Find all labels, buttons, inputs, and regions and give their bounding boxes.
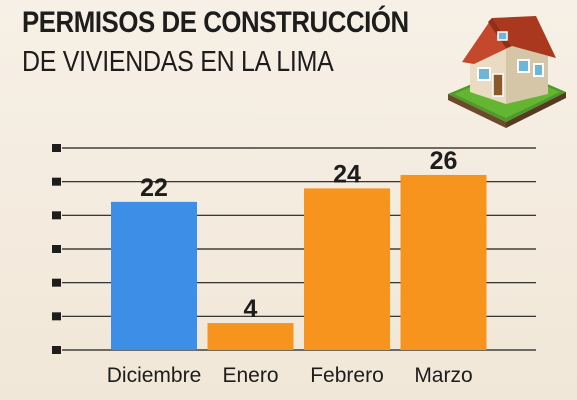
house-icon	[448, 16, 566, 128]
bar-marzo	[400, 174, 487, 350]
tick-marker	[52, 144, 61, 152]
category-label-diciembre: Diciembre	[107, 364, 202, 387]
tick-marker	[52, 312, 61, 321]
tick-marker	[52, 245, 61, 253]
data-label-enero: 4	[244, 295, 258, 323]
tick-marker	[52, 177, 61, 186]
category-label-marzo: Marzo	[414, 364, 472, 387]
bar-enero	[207, 323, 294, 350]
chart-title: PERMISOS DE CONSTRUCCIÓN	[22, 6, 409, 39]
bar-diciembre	[111, 201, 197, 350]
category-label-febrero: Febrero	[310, 364, 384, 387]
tick-marker	[52, 211, 61, 220]
tick-marker	[52, 278, 61, 287]
data-label-marzo: 26	[430, 147, 458, 175]
tick-marker	[52, 346, 61, 354]
chart-subtitle: DE VIVIENDAS EN LA LIMA	[22, 46, 334, 78]
data-label-febrero: 24	[333, 160, 361, 188]
bar-febrero	[304, 188, 390, 350]
data-label-diciembre: 22	[140, 174, 168, 202]
category-label-enero: Enero	[222, 364, 278, 387]
